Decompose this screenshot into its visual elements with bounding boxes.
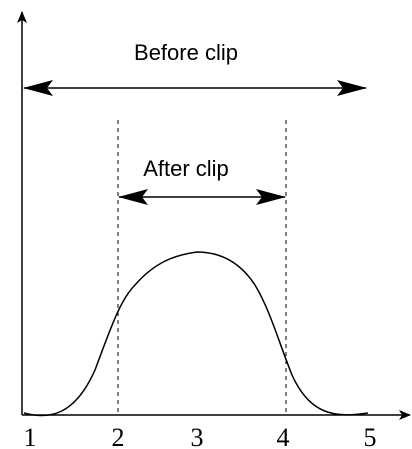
x-label: 5 [364, 423, 377, 449]
after-clip-label: After clip [143, 156, 229, 181]
x-label: 4 [277, 423, 290, 449]
before-clip-label: Before clip [134, 40, 238, 65]
x-label: 1 [24, 423, 37, 449]
curve [23, 251, 369, 417]
x-label: 2 [112, 423, 125, 449]
x-label: 3 [191, 423, 204, 449]
